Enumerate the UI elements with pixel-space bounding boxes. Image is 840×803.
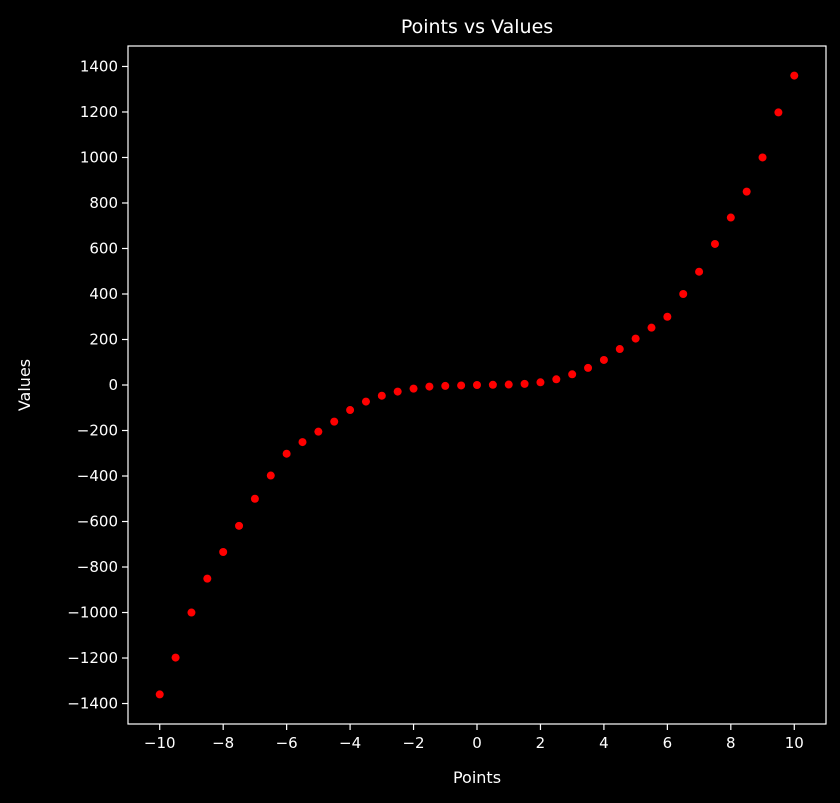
axis-ticks: −10 −8 −6 −4 −2 0 2 4 6 8 10 −1400 −1200 −1000 −800 −60… [67, 57, 804, 752]
y-tick-label: 200 [89, 330, 118, 348]
data-point [695, 267, 704, 276]
y-axis-label: Values [15, 359, 34, 411]
data-point [298, 438, 307, 447]
data-point [790, 71, 799, 80]
data-point [203, 574, 212, 583]
data-point [726, 213, 735, 222]
data-point [552, 375, 561, 384]
data-point [346, 406, 355, 415]
data-point [647, 323, 656, 332]
data-point [330, 417, 339, 426]
x-tick-label: 4 [599, 734, 609, 752]
data-point [710, 239, 719, 248]
data-point [774, 108, 783, 117]
y-tick-label: −400 [77, 467, 118, 485]
x-tick-label: 8 [726, 734, 736, 752]
data-point [171, 653, 180, 662]
data-point [282, 449, 291, 458]
y-tick-label: 0 [108, 376, 118, 394]
x-tick-label: 2 [536, 734, 546, 752]
data-point [536, 378, 545, 387]
y-tick-label: 1000 [80, 148, 118, 166]
x-tick-label: 0 [472, 734, 482, 752]
plot-frame [127, 45, 827, 725]
y-tick-label: 400 [89, 285, 118, 303]
data-point [631, 334, 640, 343]
y-tick-label: −1200 [67, 649, 118, 667]
data-point [679, 289, 688, 298]
y-tick-label: −1000 [67, 604, 118, 622]
data-point [187, 608, 196, 617]
data-point [393, 387, 402, 396]
data-point [488, 380, 497, 389]
data-point [377, 391, 386, 400]
y-tick-label: −200 [77, 422, 118, 440]
y-tick-label: 600 [89, 239, 118, 257]
data-point [314, 427, 323, 436]
data-point [155, 690, 164, 699]
data-point [250, 494, 259, 503]
data-point [235, 521, 244, 530]
y-tick-label: 1400 [80, 57, 118, 75]
data-point [457, 381, 466, 390]
x-tick-label: −8 [212, 734, 234, 752]
y-tick-label: −600 [77, 513, 118, 531]
x-axis-label: Points [453, 768, 501, 787]
data-point [520, 379, 529, 388]
data-points [155, 71, 799, 699]
y-tick-label: 800 [89, 194, 118, 212]
data-point [584, 363, 593, 372]
data-point [441, 381, 450, 390]
y-tick-label: −800 [77, 558, 118, 576]
chart-title: Points vs Values [401, 16, 553, 38]
data-point [742, 187, 751, 196]
data-point [219, 547, 228, 556]
y-tick-label: −1400 [67, 695, 118, 713]
data-point [425, 382, 434, 391]
data-point [568, 370, 577, 379]
data-point [615, 345, 624, 354]
data-point [504, 380, 513, 389]
x-tick-label: −10 [144, 734, 176, 752]
data-point [758, 153, 767, 162]
data-point [663, 312, 672, 321]
x-tick-label: −2 [402, 734, 424, 752]
data-point [409, 384, 418, 393]
x-tick-label: 10 [785, 734, 804, 752]
data-point [599, 355, 608, 364]
x-tick-label: −4 [339, 734, 361, 752]
data-point [361, 397, 370, 406]
data-point [473, 381, 481, 389]
y-tick-label: 1200 [80, 103, 118, 121]
x-tick-label: 6 [663, 734, 673, 752]
data-point [266, 471, 275, 480]
x-tick-label: −6 [276, 734, 298, 752]
